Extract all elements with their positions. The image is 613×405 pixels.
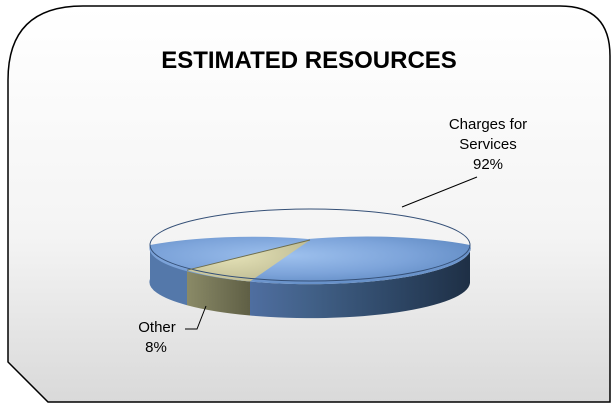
- leader-line-charges: [401, 176, 478, 208]
- slice-label-charges-line-2: Services: [459, 136, 517, 153]
- slice-divider: [186, 239, 311, 271]
- pie-slices: [149, 208, 471, 319]
- slice-side-blue: [250, 245, 471, 319]
- slice-label-other-value: 8%: [145, 339, 167, 356]
- chart-title: ESTIMATED RESOURCES: [161, 47, 457, 74]
- chart-background: [7, 5, 611, 403]
- slice-label-other: Other: [138, 319, 176, 336]
- slice-side-other: [187, 270, 250, 316]
- slice-other-top: [187, 240, 310, 282]
- slice-outline: [149, 208, 471, 282]
- slice-label-charges-value: 92%: [473, 156, 503, 173]
- leader-line-other: [185, 305, 207, 330]
- slice-label-charges-line-1: Charges for: [449, 116, 527, 133]
